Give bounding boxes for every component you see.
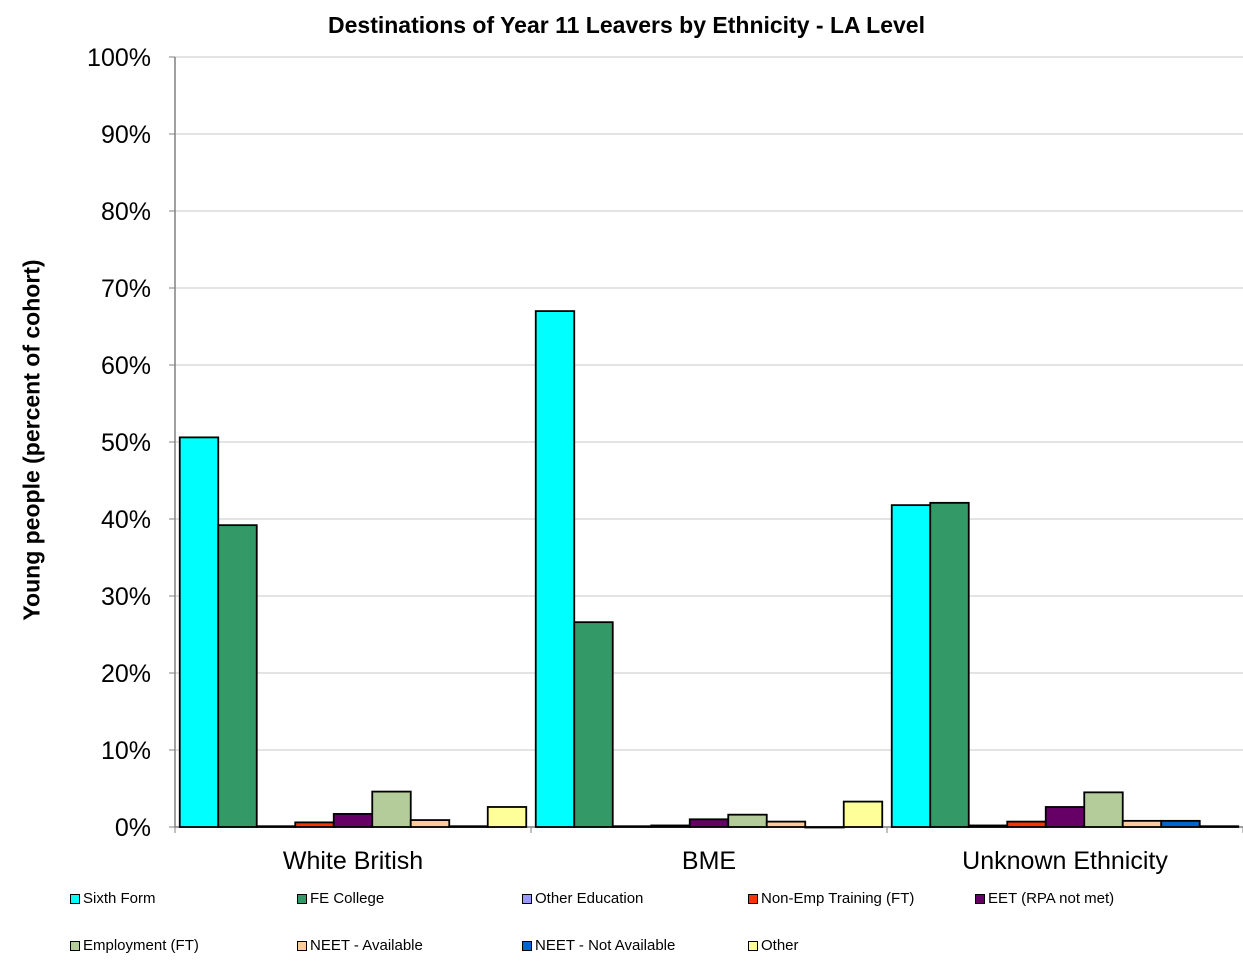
legend-swatch xyxy=(975,893,985,904)
legend-item: FE College xyxy=(297,890,384,907)
bar-sixth-form xyxy=(534,310,576,828)
bar-eet-rpa-not-met- xyxy=(1044,806,1086,828)
bar-employment-ft- xyxy=(727,813,768,828)
bar-fe-college xyxy=(929,501,970,828)
y-tick-label: 100% xyxy=(87,44,151,72)
chart-title: Destinations of Year 11 Leavers by Ethni… xyxy=(328,12,925,38)
y-tick-label: 80% xyxy=(101,198,151,226)
bar-other-education xyxy=(967,824,1009,828)
bar-neet-available xyxy=(1121,819,1163,828)
bar-non-emp-training-ft- xyxy=(1006,820,1047,828)
y-tick-label: 90% xyxy=(101,121,151,149)
y-tick-label: 50% xyxy=(101,429,151,457)
legend-swatch xyxy=(297,893,307,904)
legend-item: NEET - Not Available xyxy=(522,937,675,954)
legend-label: Other xyxy=(761,937,799,954)
x-tick-label: BME xyxy=(682,847,736,875)
legend-label: EET (RPA not met) xyxy=(988,890,1115,907)
y-tick-label: 20% xyxy=(101,660,151,688)
legend-item: EET (RPA not met) xyxy=(975,890,1114,907)
bar-other xyxy=(842,800,884,828)
legend-label: Other Education xyxy=(535,890,644,907)
legend-item: Other xyxy=(748,937,799,954)
legend-item: Other Education xyxy=(522,890,643,907)
y-tick-label: 60% xyxy=(101,352,151,380)
bar-eet-rpa-not-met- xyxy=(688,818,730,828)
bar-sixth-form xyxy=(178,436,220,828)
legend-item: NEET - Available xyxy=(297,937,423,954)
y-axis-label: Young people (percent of cohort) xyxy=(18,259,45,621)
bar-neet-not-available xyxy=(1160,819,1201,828)
bar-eet-rpa-not-met- xyxy=(332,813,374,828)
bar-neet-available xyxy=(409,819,451,828)
y-tick-label: 30% xyxy=(101,583,151,611)
bar-neet-available xyxy=(765,820,807,828)
bar-neet-not-available xyxy=(448,825,489,828)
legend-swatch xyxy=(522,940,532,951)
legend-swatch xyxy=(522,893,532,904)
bar-fe-college xyxy=(217,524,258,828)
legend-item: Non-Emp Training (FT) xyxy=(748,890,914,907)
legend-label: Employment (FT) xyxy=(83,937,199,954)
y-tick-label: 10% xyxy=(101,737,151,765)
legend-label: NEET - Available xyxy=(310,937,423,954)
x-tick-label: Unknown Ethnicity xyxy=(962,847,1168,875)
legend-item: Sixth Form xyxy=(70,890,156,907)
legend-swatch xyxy=(297,940,307,951)
chart-plot: 0% 10% 20% 30% 40% 50% 60% 70% 80% 90% 100% White B… xyxy=(87,44,1243,875)
y-tick-label: 0% xyxy=(115,814,151,842)
legend-swatch xyxy=(748,893,758,904)
bar-non-emp-training-ft- xyxy=(294,821,335,828)
legend-swatch xyxy=(70,893,80,904)
bar-employment-ft- xyxy=(371,790,412,828)
legend-swatch xyxy=(748,940,758,951)
legend: Sixth Form FE College Other Education Non-E… xyxy=(70,890,1240,960)
bar-other xyxy=(1198,825,1240,828)
legend-label: Non-Emp Training (FT) xyxy=(761,890,915,907)
y-tick-label: 40% xyxy=(101,506,151,534)
bar-fe-college xyxy=(573,621,614,828)
bar-neet-not-available xyxy=(804,826,845,829)
legend-swatch xyxy=(70,940,80,951)
legend-label: Sixth Form xyxy=(83,890,156,907)
bar-non-emp-training-ft- xyxy=(650,824,691,828)
legend-label: FE College xyxy=(310,890,385,907)
y-tick-label: 70% xyxy=(101,275,151,303)
bar-sixth-form xyxy=(890,504,932,828)
bar-other-education xyxy=(255,825,297,828)
legend-label: NEET - Not Available xyxy=(535,937,676,954)
bar-other-education xyxy=(611,825,653,828)
legend-item: Employment (FT) xyxy=(70,937,199,954)
bar-other xyxy=(486,806,528,828)
x-tick-label: White British xyxy=(283,847,423,875)
bar-employment-ft- xyxy=(1083,791,1124,828)
